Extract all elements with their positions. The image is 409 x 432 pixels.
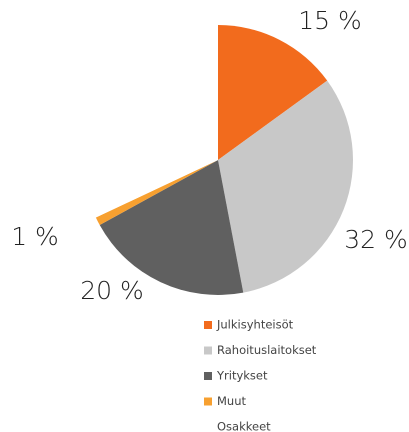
pie-slice bbox=[218, 25, 328, 160]
value-label: 32 % bbox=[344, 225, 408, 254]
value-label: 15 % bbox=[298, 6, 362, 35]
legend-swatch bbox=[204, 372, 212, 380]
legend-label: Julkisyhteisöt bbox=[216, 318, 294, 332]
legend-label: Osakkeet bbox=[217, 420, 271, 432]
pie-slice bbox=[82, 25, 218, 218]
value-label: 20 % bbox=[80, 276, 144, 305]
value-label: 1 % bbox=[11, 222, 59, 251]
pie-slice bbox=[218, 80, 353, 293]
legend-label: Muut bbox=[217, 394, 246, 408]
legend-swatch bbox=[204, 397, 212, 406]
legend-swatch bbox=[204, 346, 212, 355]
pie-slice bbox=[99, 160, 244, 295]
legend-label: Yritykset bbox=[216, 369, 268, 383]
legend-label: Rahoituslaitokset bbox=[217, 343, 317, 357]
legend-swatch bbox=[204, 321, 212, 329]
pie-slice bbox=[95, 160, 218, 226]
